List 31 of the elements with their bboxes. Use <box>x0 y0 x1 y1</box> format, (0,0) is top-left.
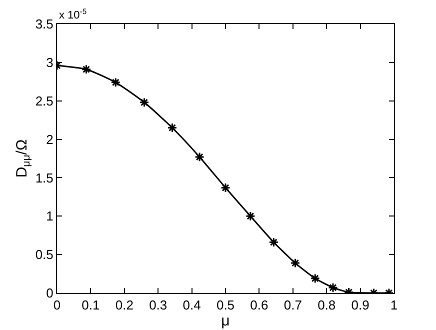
point <box>81 64 92 74</box>
y-tick-label: 2.5 <box>35 93 54 108</box>
point <box>139 97 150 108</box>
point <box>110 77 121 88</box>
point <box>220 182 230 193</box>
y-tick-label: 2 <box>46 132 54 147</box>
point <box>328 282 338 293</box>
y-tick-label: 1 <box>46 208 54 224</box>
x-tick-label: 0.6 <box>250 298 268 313</box>
x-tick-label: 0.9 <box>351 298 370 313</box>
x-tick-label: 1 <box>390 298 398 313</box>
point <box>310 273 320 284</box>
x-tick-label: 0.3 <box>149 298 168 313</box>
x-tick-label: 0.5 <box>216 298 235 313</box>
text: x 10$^{-5}$ <box>59 7 87 22</box>
y-tick-label: 3 <box>46 54 54 70</box>
x-tick-label: 0.7 <box>284 298 302 313</box>
x-tick-label: 0.4 <box>182 298 201 313</box>
y-tick-label: 3.5 <box>35 16 54 32</box>
point <box>167 122 178 133</box>
x-axis-title: μ <box>221 312 230 330</box>
x-tick-label: 0.1 <box>82 298 100 313</box>
y-tick-label: 0.5 <box>35 247 54 262</box>
point <box>268 237 279 248</box>
y-tick-label: 1.5 <box>35 170 54 186</box>
point <box>290 258 300 268</box>
point <box>194 152 204 162</box>
x-tick-label: 0.8 <box>318 298 336 313</box>
x-tick-label: 0.2 <box>115 298 134 313</box>
y-tick-label: 0 <box>46 286 54 301</box>
point <box>245 211 256 222</box>
